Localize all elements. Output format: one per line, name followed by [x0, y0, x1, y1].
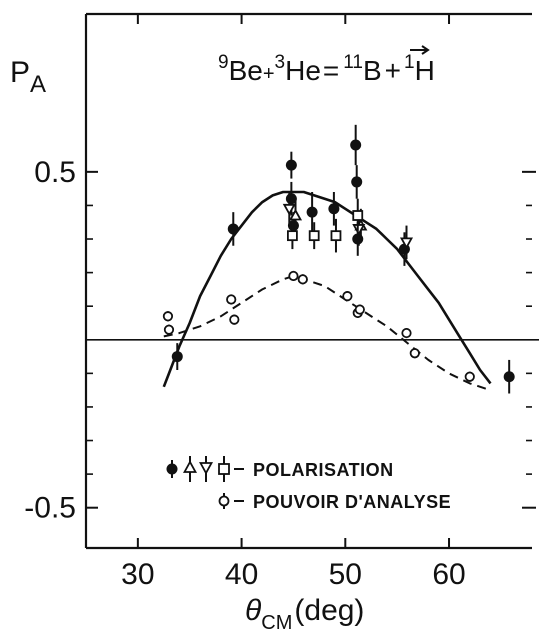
data-point-polarisation-filled-circle-11 — [503, 359, 515, 394]
y-axis-label: PA — [10, 56, 46, 98]
marker-open-circle — [226, 294, 237, 305]
reaction-target: Be — [229, 55, 263, 86]
marker-triangle-down — [399, 237, 414, 250]
marker-filled-circle — [328, 203, 340, 215]
marker-triangle-down — [352, 224, 366, 236]
data-point-analysing_power-open-circle-6 — [342, 291, 353, 302]
data-point-polarisation-filled-circle-5 — [306, 192, 318, 233]
data-point-analysing_power-open-circle-9 — [401, 327, 412, 339]
marker-open-square — [352, 210, 364, 221]
marker-open-circle — [354, 304, 365, 315]
legend-analysing-power-label: POUVOIR D'ANALYSE — [253, 492, 451, 512]
y-tick-label--0.5: -0.5 — [24, 492, 76, 525]
marker-filled-circle — [171, 351, 183, 363]
data-point-analysing_power-open-circle-4 — [288, 270, 299, 282]
x-tick-label-50: 50 — [329, 558, 362, 591]
marker-open-circle — [464, 371, 475, 382]
data-point-polarisation-filled-circle-10 — [398, 232, 410, 266]
marker-filled-circle — [227, 223, 239, 235]
data-point-polarisation-open-square-3 — [352, 198, 364, 233]
x-tick-label-40: 40 — [225, 558, 258, 591]
marker-filled-circle — [285, 159, 297, 171]
marker-open-circle — [401, 327, 412, 339]
marker-filled-circle — [503, 371, 515, 383]
reaction-product: B — [363, 55, 382, 86]
data-point-polarisation-open-square-1 — [308, 222, 320, 250]
marker-filled-circle — [351, 176, 363, 188]
x-tick-label-60: 60 — [432, 558, 465, 591]
x-axis-label: θCM(deg) — [245, 594, 364, 634]
y-axis-label-main: P — [10, 56, 30, 89]
data-point-analysing_power-open-circle-1 — [163, 324, 175, 335]
marker-triangle-down — [282, 203, 296, 216]
data-point-analysing_power-open-circle-2 — [226, 294, 237, 305]
data-point-polarisation-filled-circle-2 — [285, 151, 297, 179]
marker-open-circle — [162, 311, 174, 322]
data-point-analysing_power-open-circle-3 — [229, 314, 240, 325]
y-tick-label-0.5: 0.5 — [34, 156, 76, 189]
legend-polarisation-markers — [166, 456, 244, 482]
marker-open-circle — [163, 324, 175, 335]
data-point-polarisation-filled-circle-1 — [227, 212, 239, 246]
data-point-polarisation-filled-circle-0 — [171, 343, 183, 370]
x-axis-label-unit: (deg) — [294, 594, 364, 627]
data-point-polarisation-filled-circle-6 — [328, 192, 340, 226]
reaction-ejectile-mass: 1 — [404, 52, 415, 73]
data-point-analysing_power-open-circle-0 — [162, 311, 174, 322]
fit-curve-polarisation — [162, 190, 492, 388]
data-point-polarisation-open-square-2 — [330, 218, 342, 253]
reaction-projectile-mass: 3 — [275, 52, 286, 73]
y-axis-label-sub: A — [30, 71, 46, 98]
data-point-polarisation-triangle-down-0 — [282, 192, 296, 226]
data-point-analysing_power-open-circle-11 — [464, 371, 475, 382]
data-point-polarisation-filled-circle-7 — [350, 124, 362, 166]
reaction-ejectile: H — [415, 55, 435, 86]
axis-ticks: 30 40 50 60 -0.5 0.5 — [24, 14, 536, 591]
marker-filled-circle — [306, 206, 318, 218]
reaction-projectile: He — [285, 55, 321, 86]
legend-analysing-power-marker — [218, 493, 244, 509]
marker-open-circle — [409, 348, 420, 359]
marker-triangle-up — [288, 208, 303, 221]
legend-polarisation-label: POLARISATION — [253, 460, 394, 480]
fit-curve-analysing_power — [163, 275, 491, 392]
marker-open-square — [330, 230, 342, 242]
data-point-polarisation-filled-circle-8 — [351, 165, 363, 199]
legend: POLARISATION POUVOIR D'ANALYSE — [166, 456, 451, 512]
polarization-arrow-icon — [410, 45, 430, 55]
reaction-target-mass: 9 — [218, 52, 229, 73]
marker-open-circle — [288, 270, 299, 282]
data-point-polarisation-triangle-down-2 — [399, 225, 414, 260]
marker-open-circle — [229, 314, 240, 325]
data-point-analysing_power-open-circle-5 — [297, 274, 308, 285]
reaction-plus-2: + — [385, 55, 401, 86]
marker-open-square — [308, 230, 320, 242]
reaction-plus-1: + — [263, 63, 275, 85]
reaction-product-mass: 11 — [343, 52, 363, 73]
data-point-analysing_power-open-circle-8 — [354, 304, 365, 315]
marker-open-circle — [297, 274, 308, 285]
x-tick-label-30: 30 — [121, 558, 154, 591]
fit-curves — [162, 190, 492, 392]
data-points — [162, 124, 515, 394]
reaction-equals: = — [323, 55, 339, 86]
marker-open-circle — [342, 291, 353, 302]
data-point-polarisation-open-square-0 — [287, 222, 298, 250]
data-point-analysing_power-open-circle-10 — [409, 348, 420, 359]
plot-frame — [84, 12, 539, 550]
x-axis-label-sub: CM — [261, 612, 292, 634]
marker-filled-circle — [350, 139, 362, 151]
reaction-equation: 9Be+3He= 11B +1H — [218, 52, 435, 86]
x-axis-label-symbol: θ — [245, 594, 262, 627]
marker-open-square — [287, 230, 298, 242]
